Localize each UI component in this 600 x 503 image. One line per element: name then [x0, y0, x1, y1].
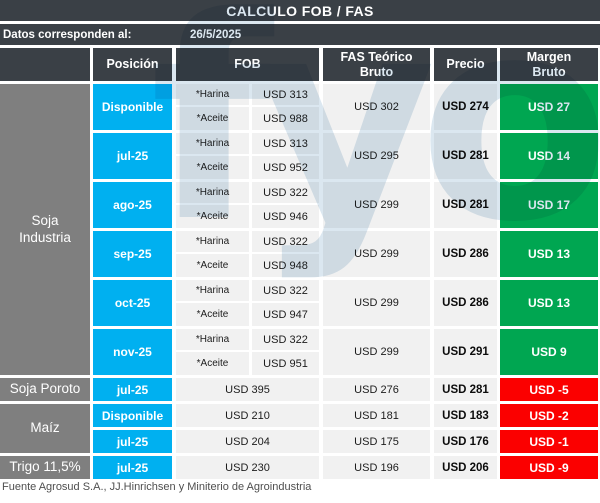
fas-value: USD 175	[323, 430, 430, 453]
page-title: CALCULO FOB / FAS	[0, 0, 600, 21]
group-label-maiz: Maíz	[0, 404, 90, 453]
fob-product-label: *Aceite	[176, 107, 249, 130]
fob-product-label: *Harina	[176, 231, 249, 254]
fob-product-label: *Aceite	[176, 352, 249, 375]
fas-value: USD 299	[323, 231, 430, 277]
fob-value: USD 952	[252, 156, 319, 179]
corner-header-cell	[0, 48, 90, 81]
col-header-precio: Precio	[434, 48, 497, 81]
date-value: 26/5/2025	[190, 28, 242, 41]
price-value: USD 281	[434, 378, 497, 401]
group-label-soja-poroto: Soja Poroto	[0, 378, 90, 401]
price-value: USD 291	[434, 329, 497, 375]
fas-value: USD 295	[323, 133, 430, 179]
position-cell: nov-25	[93, 329, 172, 375]
group-label-trigo: Trigo 11,5%	[0, 456, 90, 479]
fob-value: USD 313	[252, 133, 319, 156]
fob-value: USD 948	[252, 254, 319, 277]
fob-value: USD 322	[252, 231, 319, 254]
col-header-margen: Margen Bruto	[500, 48, 598, 81]
position-cell: oct-25	[93, 280, 172, 326]
group-label-text: Soja Industria	[19, 212, 71, 245]
fob-value: USD 204	[176, 430, 319, 453]
margin-value: USD -9	[500, 456, 598, 479]
fob-product-label: *Harina	[176, 329, 249, 352]
fob-product-label: *Harina	[176, 280, 249, 303]
price-value: USD 286	[434, 231, 497, 277]
margin-value: USD 13	[500, 231, 598, 277]
margin-value: USD 9	[500, 329, 598, 375]
price-value: USD 281	[434, 133, 497, 179]
fob-product-label: *Harina	[176, 133, 249, 156]
margin-value: USD 27	[500, 84, 598, 130]
price-value: USD 281	[434, 182, 497, 228]
price-value: USD 206	[434, 456, 497, 479]
date-bar: Datos corresponden al: 26/5/2025	[0, 24, 600, 45]
position-cell: ago-25	[93, 182, 172, 228]
fas-value: USD 299	[323, 182, 430, 228]
fas-value: USD 276	[323, 378, 430, 401]
price-value: USD 286	[434, 280, 497, 326]
margin-value: USD -5	[500, 378, 598, 401]
fob-value: USD 322	[252, 329, 319, 352]
col-header-fas: FAS Teórico Bruto	[323, 48, 430, 81]
source-footnote: Fuente Agrosud S.A., JJ.Hinrichsen y Min…	[2, 481, 312, 493]
fob-product-label: *Harina	[176, 84, 249, 107]
price-value: USD 183	[434, 404, 497, 427]
col-header-posicion: Posición	[93, 48, 172, 81]
group-label-soja-industria: Soja Industria	[0, 84, 90, 375]
fas-value: USD 181	[323, 404, 430, 427]
margin-value: USD 13	[500, 280, 598, 326]
fob-value: USD 395	[176, 378, 319, 401]
fob-value: USD 230	[176, 456, 319, 479]
margin-value: USD -2	[500, 404, 598, 427]
fas-value: USD 299	[323, 329, 430, 375]
fob-value: USD 322	[252, 182, 319, 205]
position-cell: Disponible	[93, 84, 172, 130]
margin-value: USD 17	[500, 182, 598, 228]
date-label: Datos corresponden al:	[3, 28, 132, 41]
fob-product-label: *Aceite	[176, 205, 249, 228]
position-cell: jul-25	[93, 133, 172, 179]
position-cell: jul-25	[93, 430, 172, 453]
fob-product-label: *Aceite	[176, 254, 249, 277]
margin-value: USD 14	[500, 133, 598, 179]
fas-value: USD 299	[323, 280, 430, 326]
fob-value: USD 210	[176, 404, 319, 427]
fob-product-label: *Harina	[176, 182, 249, 205]
fob-value: USD 947	[252, 303, 319, 326]
fas-value: USD 196	[323, 456, 430, 479]
position-cell: sep-25	[93, 231, 172, 277]
col-header-fob: FOB	[176, 48, 319, 81]
fob-value: USD 951	[252, 352, 319, 375]
fob-value: USD 988	[252, 107, 319, 130]
fob-product-label: *Aceite	[176, 303, 249, 326]
fob-value: USD 946	[252, 205, 319, 228]
position-cell: Disponible	[93, 404, 172, 427]
fob-value: USD 322	[252, 280, 319, 303]
margin-value: USD -1	[500, 430, 598, 453]
fob-value: USD 313	[252, 84, 319, 107]
fob-product-label: *Aceite	[176, 156, 249, 179]
fob-fas-table: Posición FOB FAS Teórico Bruto Precio Ma…	[0, 48, 598, 479]
position-cell: jul-25	[93, 456, 172, 479]
price-value: USD 274	[434, 84, 497, 130]
price-value: USD 176	[434, 430, 497, 453]
fas-value: USD 302	[323, 84, 430, 130]
position-cell: jul-25	[93, 378, 172, 401]
